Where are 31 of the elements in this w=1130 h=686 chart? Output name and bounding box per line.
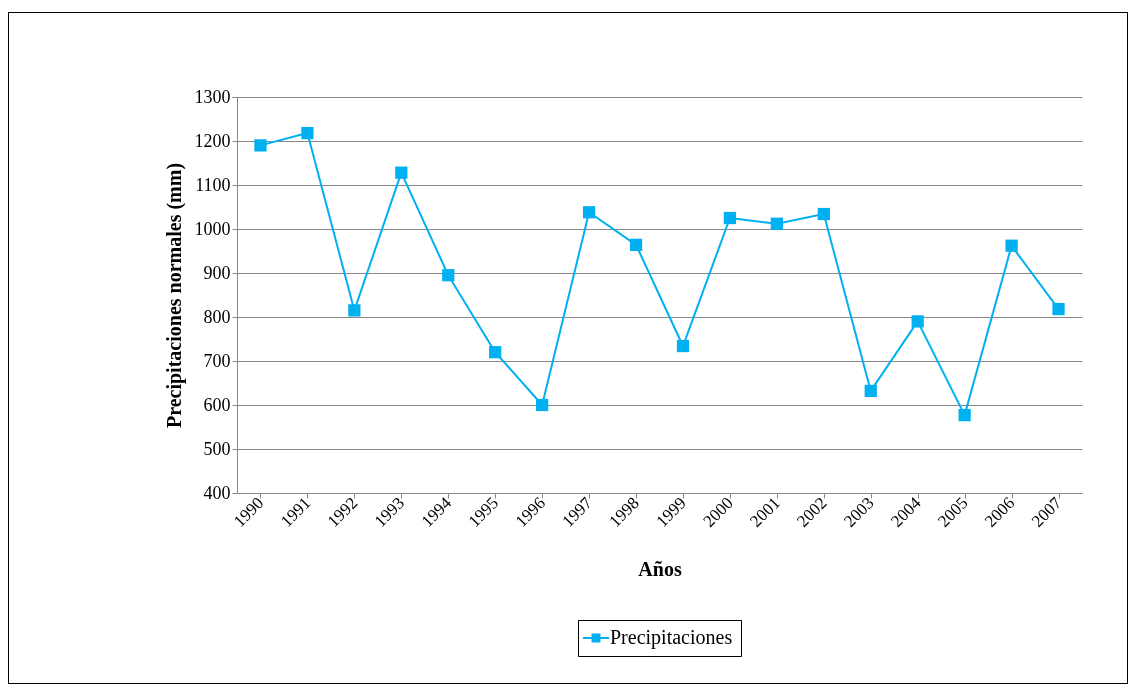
- point: [723, 211, 737, 225]
- y-axis-title: Precipitaciones normales (mm): [162, 162, 186, 429]
- point: [864, 384, 877, 398]
- point: [958, 409, 971, 422]
- point: [395, 166, 408, 179]
- y-tick-label: 1300: [194, 86, 231, 107]
- y-tick-label: 1100: [195, 174, 231, 195]
- point: [442, 269, 455, 282]
- point: [301, 126, 314, 140]
- y-tick-label: 1200: [194, 130, 231, 151]
- legend-label: Precipitaciones: [610, 626, 733, 649]
- point: [536, 398, 549, 412]
- y-tick-label: 400: [203, 482, 231, 503]
- x-axis-title: Años: [638, 558, 682, 581]
- y-tick-label: 600: [203, 394, 231, 415]
- point: [254, 139, 267, 152]
- point: [911, 315, 924, 328]
- point: [629, 238, 643, 251]
- y-tick-label: 700: [203, 350, 231, 371]
- y-tick-label: 800: [203, 306, 231, 327]
- point: [582, 206, 596, 219]
- point: [676, 339, 690, 353]
- point: [770, 217, 783, 230]
- y-tick-label: 900: [203, 262, 231, 283]
- point: [1005, 239, 1018, 252]
- y-tick-label: 1000: [194, 218, 231, 239]
- y-tick-label: 500: [203, 438, 231, 459]
- point: [1052, 302, 1065, 316]
- point: [817, 207, 830, 221]
- point: [348, 304, 361, 317]
- point: [489, 346, 502, 359]
